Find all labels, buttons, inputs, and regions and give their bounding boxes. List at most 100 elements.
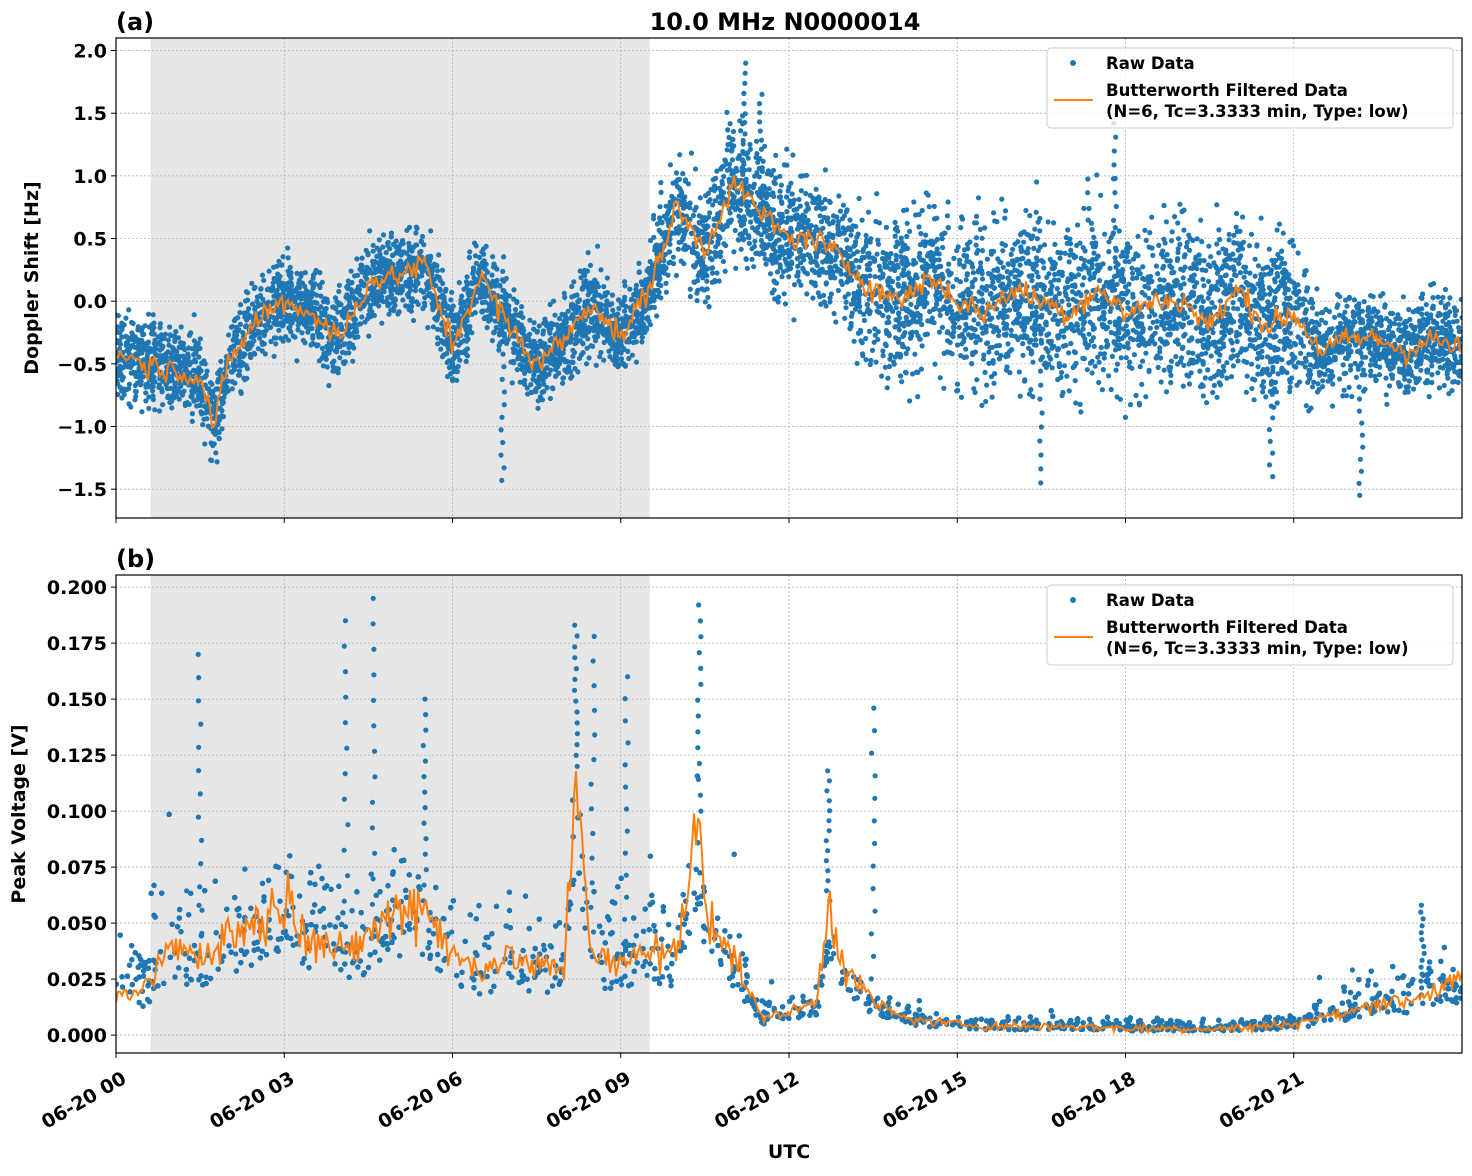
raw-data-point bbox=[457, 280, 462, 285]
raw-data-point bbox=[996, 333, 1001, 338]
raw-data-point bbox=[585, 346, 590, 351]
raw-data-point bbox=[1255, 356, 1260, 361]
raw-data-point bbox=[1138, 364, 1143, 369]
raw-data-point bbox=[1162, 326, 1167, 331]
raw-data-point bbox=[1181, 275, 1186, 280]
raw-data-point bbox=[1052, 242, 1057, 247]
raw-data-point bbox=[464, 359, 469, 364]
raw-data-point bbox=[923, 233, 928, 238]
raw-data-point bbox=[413, 230, 418, 235]
raw-data-point bbox=[1143, 394, 1148, 399]
raw-data-point bbox=[700, 230, 705, 235]
raw-data-point bbox=[730, 137, 735, 142]
raw-data-point bbox=[1099, 345, 1104, 350]
raw-data-point bbox=[273, 341, 278, 346]
raw-data-point bbox=[773, 153, 778, 158]
raw-data-point bbox=[915, 394, 920, 399]
raw-data-point bbox=[1218, 298, 1223, 303]
raw-data-point bbox=[320, 280, 325, 285]
raw-data-point bbox=[748, 147, 753, 152]
raw-data-point bbox=[1231, 300, 1236, 305]
raw-data-point bbox=[1353, 342, 1358, 347]
raw-data-point bbox=[978, 260, 983, 265]
raw-data-point bbox=[1387, 383, 1392, 388]
raw-data-point bbox=[704, 279, 709, 284]
raw-data-point bbox=[885, 376, 890, 381]
raw-data-point bbox=[752, 244, 757, 249]
raw-data-point bbox=[239, 391, 244, 396]
raw-data-point bbox=[1080, 282, 1085, 287]
raw-data-point bbox=[584, 361, 589, 366]
raw-data-point bbox=[473, 310, 478, 315]
raw-data-point bbox=[577, 356, 582, 361]
raw-data-point bbox=[1315, 311, 1320, 316]
raw-data-point bbox=[707, 210, 712, 215]
raw-data-point bbox=[1067, 259, 1072, 264]
raw-data-point bbox=[1093, 364, 1098, 369]
raw-data-point bbox=[440, 268, 445, 273]
raw-data-point bbox=[1004, 368, 1009, 373]
raw-data-point bbox=[1168, 258, 1173, 263]
raw-data-point bbox=[857, 309, 862, 314]
raw-data-point bbox=[1228, 338, 1233, 343]
raw-data-point bbox=[911, 199, 916, 204]
raw-data-point bbox=[1242, 275, 1247, 280]
raw-data-point bbox=[1459, 354, 1464, 359]
raw-data-point bbox=[205, 369, 210, 374]
raw-data-point bbox=[575, 331, 580, 336]
raw-data-point bbox=[218, 359, 223, 364]
raw-data-point bbox=[1206, 279, 1211, 284]
raw-data-point bbox=[1073, 378, 1078, 383]
raw-data-point bbox=[874, 360, 879, 365]
raw-data-point bbox=[1191, 261, 1196, 266]
raw-data-point bbox=[784, 209, 789, 214]
raw-data-point bbox=[825, 259, 830, 264]
raw-data-point bbox=[438, 347, 443, 352]
raw-data-point bbox=[1231, 363, 1236, 368]
raw-data-point bbox=[261, 278, 266, 283]
raw-data-point bbox=[1157, 345, 1162, 350]
raw-data-point bbox=[167, 400, 172, 405]
raw-data-point bbox=[875, 238, 880, 243]
raw-data-point bbox=[1124, 323, 1129, 328]
raw-data-point bbox=[351, 345, 356, 350]
raw-data-point bbox=[690, 250, 695, 255]
raw-data-point bbox=[774, 281, 779, 286]
raw-data-point bbox=[1032, 227, 1037, 232]
raw-data-point bbox=[134, 389, 139, 394]
raw-data-point bbox=[674, 170, 679, 175]
raw-data-point bbox=[784, 242, 789, 247]
raw-data-point bbox=[1424, 302, 1429, 307]
raw-data-point bbox=[477, 295, 482, 300]
raw-data-point bbox=[1238, 270, 1243, 275]
raw-data-point bbox=[582, 323, 587, 328]
raw-data-point bbox=[586, 250, 591, 255]
raw-data-point bbox=[1139, 382, 1144, 387]
raw-data-point bbox=[938, 375, 943, 380]
raw-data-point bbox=[776, 299, 781, 304]
raw-data-point bbox=[1152, 312, 1157, 317]
raw-data-point bbox=[308, 320, 313, 325]
raw-data-point bbox=[126, 401, 131, 406]
raw-data-point bbox=[1128, 402, 1133, 407]
raw-data-point bbox=[962, 263, 967, 268]
raw-data-point bbox=[1314, 320, 1319, 325]
raw-data-point bbox=[974, 214, 979, 219]
raw-data-point bbox=[768, 271, 773, 276]
raw-data-point bbox=[598, 267, 603, 272]
raw-data-point bbox=[1209, 353, 1214, 358]
raw-data-point bbox=[1206, 296, 1211, 301]
raw-data-point bbox=[1034, 179, 1039, 184]
raw-data-point bbox=[990, 395, 995, 400]
raw-data-point bbox=[740, 157, 745, 162]
raw-data-point bbox=[1282, 337, 1287, 342]
raw-data-point bbox=[1310, 384, 1315, 389]
raw-data-point bbox=[1222, 333, 1227, 338]
raw-data-point bbox=[1136, 271, 1141, 276]
raw-data-point bbox=[420, 306, 425, 311]
raw-data-point bbox=[1287, 240, 1292, 245]
raw-data-point bbox=[1032, 329, 1037, 334]
raw-data-point bbox=[1170, 290, 1175, 295]
raw-data-point bbox=[602, 332, 607, 337]
raw-data-point bbox=[272, 354, 277, 359]
